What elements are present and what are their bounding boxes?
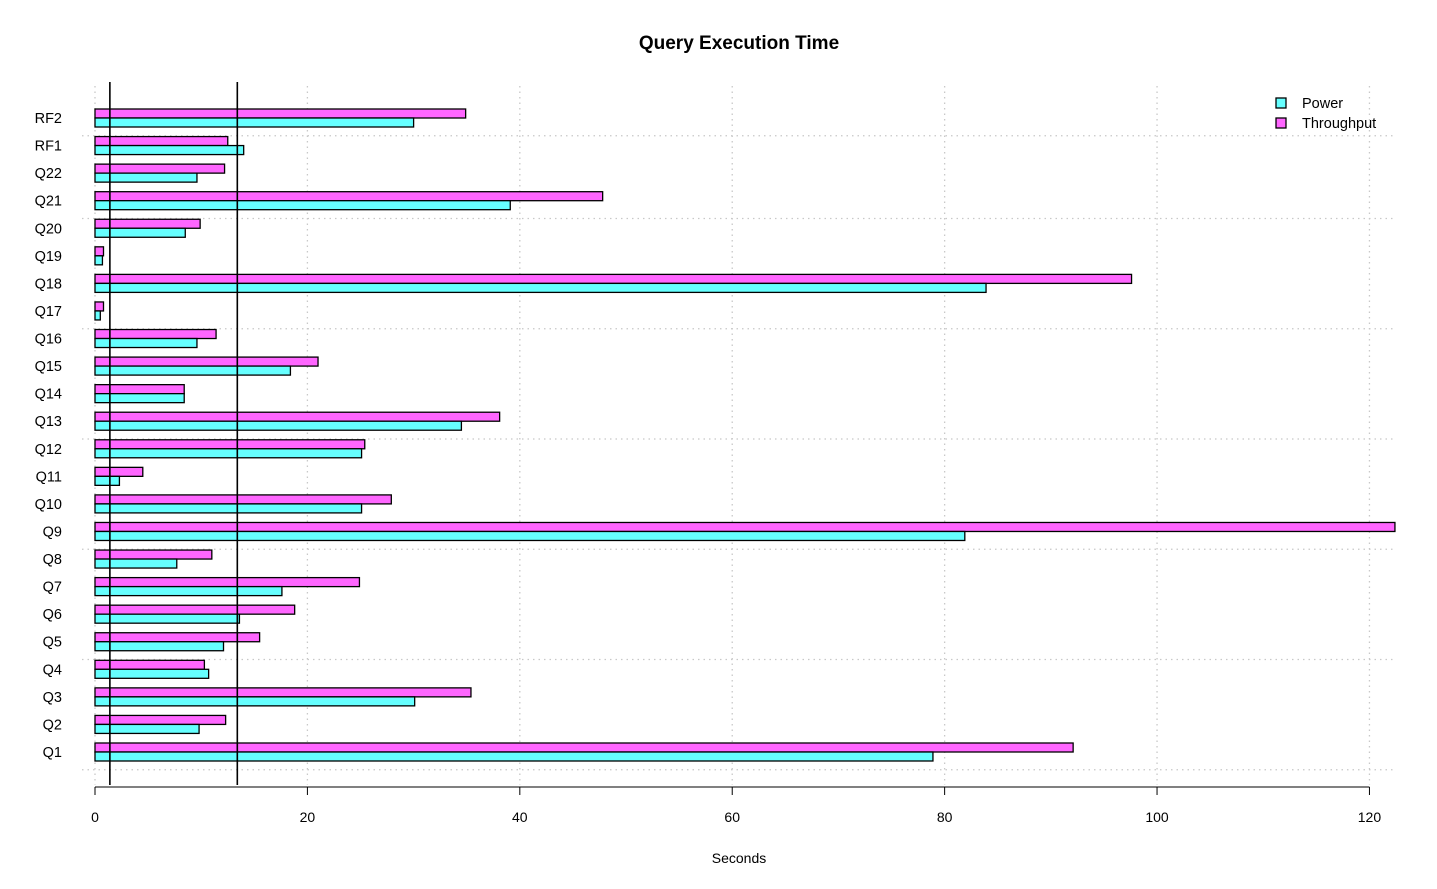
bar-throughput-q21 (94, 191, 604, 202)
bar-power-q6 (94, 613, 241, 624)
bar-power-q5 (94, 641, 225, 652)
bar-power-q13 (94, 420, 463, 431)
bar-power-rf1 (94, 144, 245, 156)
bars (94, 108, 1396, 762)
x-tick-label: 80 (937, 809, 953, 825)
x-tick-label: 100 (1145, 809, 1169, 825)
bar-power-q14 (94, 393, 185, 404)
bar-throughput-q13 (94, 411, 501, 422)
category-label-q11: Q11 (36, 469, 62, 485)
bar-power-q10 (94, 503, 363, 514)
bar-throughput-q1 (94, 742, 1074, 753)
category-label-q13: Q13 (35, 414, 62, 430)
category-label-q9: Q9 (43, 524, 62, 540)
category-label-q15: Q15 (35, 359, 62, 375)
bar-throughput-q11 (94, 466, 144, 477)
x-tick-label: 40 (512, 809, 528, 825)
bar-throughput-q5 (94, 632, 261, 643)
bar-throughput-q19 (94, 246, 105, 257)
x-axis-label: Seconds (712, 850, 766, 866)
chart-title: Query Execution Time (639, 33, 839, 54)
bar-throughput-q20 (94, 218, 201, 229)
legend-label-throughput: Throughput (1302, 116, 1376, 132)
bar-power-q15 (94, 365, 292, 376)
category-label-q12: Q12 (35, 442, 62, 458)
bar-power-q20 (94, 227, 186, 238)
category-label-q18: Q18 (35, 276, 62, 292)
bar-power-q18 (94, 282, 987, 294)
legend-label-power: Power (1302, 96, 1343, 112)
bar-throughput-rf2 (94, 108, 467, 119)
x-tick-label: 60 (724, 809, 740, 825)
bar-power-q7 (94, 585, 283, 597)
bar-throughput-q7 (94, 576, 361, 588)
bar-power-q9 (94, 530, 966, 542)
bar-power-q16 (94, 337, 198, 349)
bar-power-q3 (94, 696, 416, 707)
bar-throughput-q14 (94, 384, 185, 395)
category-label-q16: Q16 (35, 332, 62, 348)
bar-throughput-q12 (94, 439, 366, 450)
category-label-rf2: RF2 (35, 111, 62, 127)
bar-power-q1 (94, 751, 934, 762)
bar-throughput-q9 (94, 521, 1396, 533)
x-tick-label: 120 (1358, 809, 1382, 825)
category-label-q7: Q7 (43, 580, 62, 596)
category-label-q4: Q4 (43, 662, 62, 678)
x-tick-label: 20 (300, 809, 316, 825)
bar-throughput-q6 (94, 604, 296, 615)
y-axis-categories: Q1 Q2 Q3 Q4 Q5 Q6 Q7 Q8 Q9 Q10 Q11 Q12 Q13 Q14 Q15 Q16 Q… (35, 111, 62, 761)
bar-throughput-q16 (94, 328, 217, 340)
legend-swatch-power (1275, 97, 1287, 109)
category-label-q14: Q14 (35, 387, 62, 403)
bar-throughput-q10 (94, 494, 392, 505)
bar-power-q4 (94, 668, 210, 679)
bar-throughput-q4 (94, 659, 206, 670)
bar-power-q22 (94, 172, 198, 183)
bar-throughput-q17 (94, 301, 105, 312)
category-label-q19: Q19 (35, 249, 62, 265)
category-label-rf1: RF1 (35, 139, 62, 155)
category-label-q8: Q8 (43, 552, 62, 568)
bar-power-q8 (94, 558, 178, 569)
reference-lines (109, 82, 239, 785)
bar-throughput-q18 (94, 273, 1133, 285)
bar-throughput-rf1 (94, 135, 229, 147)
bar-power-q11 (94, 475, 121, 486)
bar-power-q21 (94, 200, 511, 211)
category-label-q21: Q21 (35, 194, 62, 210)
gridlines (82, 86, 1396, 785)
bar-throughput-q3 (94, 687, 472, 698)
bar-throughput-q2 (94, 714, 227, 726)
category-label-q6: Q6 (43, 607, 62, 623)
category-label-q17: Q17 (35, 304, 62, 320)
bar-power-rf2 (94, 117, 415, 128)
category-label-q22: Q22 (35, 166, 62, 182)
category-label-q10: Q10 (35, 497, 62, 513)
category-label-q1: Q1 (43, 745, 62, 761)
category-label-q20: Q20 (35, 221, 62, 237)
bar-power-q12 (94, 448, 363, 459)
bar-power-q19 (94, 255, 104, 266)
bar-throughput-q8 (94, 549, 213, 560)
legend: Power Throughput (1275, 96, 1376, 132)
legend-swatch-throughput (1275, 117, 1287, 129)
category-label-q3: Q3 (43, 690, 62, 706)
category-label-q2: Q2 (43, 717, 62, 733)
x-axis: 0 20 40 60 80 100 120 (91, 786, 1382, 825)
bar-throughput-q15 (94, 356, 319, 367)
x-tick-label: 0 (91, 809, 99, 825)
bar-throughput-q22 (94, 163, 226, 174)
bar-power-q2 (94, 723, 200, 735)
category-label-q5: Q5 (43, 635, 62, 651)
bar-power-q17 (94, 310, 101, 321)
